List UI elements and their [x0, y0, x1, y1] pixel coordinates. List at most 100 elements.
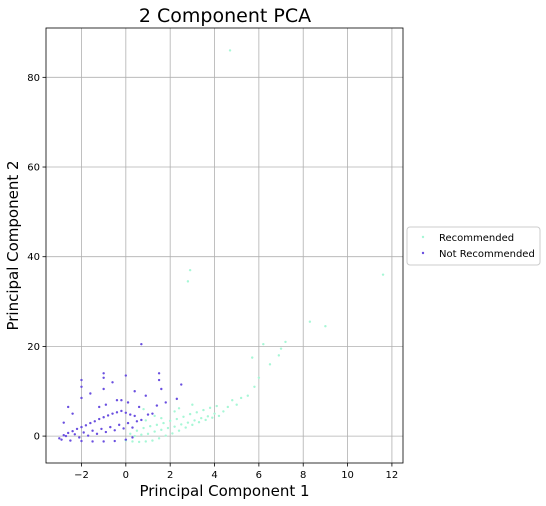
recommended-point [186, 421, 190, 424]
not-recommended-point [115, 399, 119, 402]
not-recommended-point [71, 429, 74, 433]
recommended-point [177, 429, 181, 432]
not-recommended-point [86, 434, 90, 437]
not-recommended-point [62, 421, 65, 424]
x-tick-label: 4 [211, 470, 217, 481]
not-recommended-point [98, 405, 101, 409]
recommended-point [140, 433, 143, 436]
recommended-point [173, 410, 176, 413]
recommended-point [129, 432, 132, 436]
x-tick-label: −2 [74, 470, 89, 481]
not-recommended-point [80, 425, 83, 429]
not-recommended-point [102, 372, 105, 375]
recommended-point [235, 403, 238, 406]
not-recommended-point [111, 381, 114, 384]
legend-label-recommended: Recommended [439, 233, 514, 244]
recommended-point [191, 423, 194, 427]
legend-box [406, 226, 541, 266]
not-recommended-point [69, 439, 72, 442]
recommended-point [182, 415, 185, 419]
not-recommended-point [160, 387, 163, 391]
recommended-point [284, 340, 287, 344]
not-recommended-point [89, 421, 92, 425]
not-recommended-point [78, 436, 81, 439]
recommended-point [381, 273, 385, 276]
y-tick-label: 40 [27, 252, 40, 263]
recommended-point [160, 428, 163, 432]
recommended-point [153, 414, 156, 418]
not-recommended-point [175, 397, 179, 401]
not-recommended-point [164, 401, 167, 404]
recommended-point [324, 325, 327, 328]
y-tick-label: 0 [34, 432, 40, 443]
legend-label-not-recommended: Not Recommended [439, 249, 535, 260]
not-recommended-point [80, 385, 83, 388]
legend-marker-not-recommended [421, 251, 425, 255]
not-recommended-point [104, 430, 108, 434]
not-recommended-point [157, 372, 161, 375]
not-recommended-point [133, 414, 136, 418]
plot-frame [45, 27, 404, 464]
not-recommended-point [113, 439, 116, 443]
recommended-point [151, 439, 154, 442]
recommended-point [171, 432, 174, 435]
not-recommended-point [146, 413, 150, 416]
recommended-point [184, 426, 187, 429]
y-tick-label: 20 [27, 342, 40, 353]
not-recommended-point [84, 424, 88, 427]
recommended-point [253, 385, 256, 388]
not-recommended-point [140, 418, 143, 422]
x-axis-label: Principal Component 1 [139, 482, 309, 500]
not-recommended-point [93, 420, 96, 423]
not-recommended-point [82, 431, 85, 434]
not-recommended-point [80, 378, 83, 382]
not-recommended-point [133, 390, 136, 393]
not-recommended-point [151, 412, 154, 415]
recommended-point [222, 410, 225, 413]
not-recommended-point [66, 431, 70, 435]
not-recommended-point [180, 383, 183, 386]
recommended-point [257, 376, 261, 379]
recommended-point [231, 399, 234, 402]
not-recommended-point [73, 433, 77, 436]
not-recommended-point [102, 387, 105, 391]
recommended-point [164, 434, 167, 437]
x-tick-label: 12 [386, 470, 399, 481]
recommended-point [175, 417, 179, 421]
x-tick-label: 2 [167, 470, 173, 481]
recommended-point [177, 407, 181, 410]
recommended-point [144, 419, 147, 422]
recommended-point [186, 280, 190, 283]
not-recommended-point [75, 427, 79, 431]
scatter-points [58, 49, 385, 444]
not-recommended-point [131, 426, 134, 429]
recommended-point [217, 414, 221, 418]
recommended-point [135, 429, 139, 432]
x-tick-label: 6 [256, 470, 262, 481]
recommended-point [213, 412, 216, 415]
not-recommended-point [131, 436, 134, 439]
recommended-point [188, 412, 192, 416]
recommended-point [215, 404, 218, 408]
recommended-point [228, 49, 232, 52]
recommended-point [206, 415, 210, 418]
not-recommended-point [140, 342, 143, 346]
recommended-point [173, 425, 176, 428]
x-tick-label: 10 [341, 470, 354, 481]
not-recommended-point [98, 417, 101, 421]
not-recommended-point [124, 438, 128, 441]
recommended-point [142, 407, 145, 411]
not-recommended-point [102, 376, 105, 379]
recommended-point [157, 437, 161, 440]
y-tick-label: 80 [27, 73, 40, 84]
y-tick-label: 60 [27, 163, 40, 174]
x-tick-label: 8 [300, 470, 306, 481]
not-recommended-point [120, 409, 123, 413]
not-recommended-point [66, 405, 70, 409]
not-recommended-point [106, 414, 110, 417]
not-recommended-point [71, 412, 74, 415]
recommended-point [308, 320, 312, 323]
not-recommended-point [64, 434, 68, 438]
recommended-point [191, 403, 194, 406]
